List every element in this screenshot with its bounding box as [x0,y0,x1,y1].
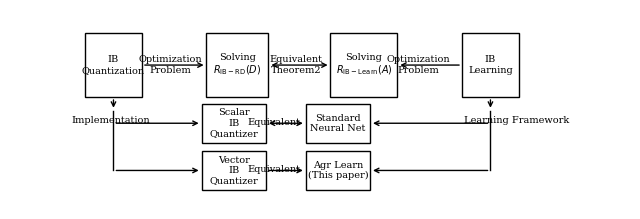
Bar [202,104,266,143]
Bar [207,33,269,97]
Bar [462,33,519,97]
Text: Equivalent: Equivalent [247,118,300,127]
Text: IB
Quantization: IB Quantization [82,55,145,75]
Bar [306,104,370,143]
Text: Agr Learn
(This paper): Agr Learn (This paper) [308,161,368,180]
Text: IB
Learning: IB Learning [468,55,513,75]
Bar [306,151,370,190]
Text: Optimization
Problem: Optimization Problem [387,55,451,75]
Text: Vector
IB
Quantizer: Vector IB Quantizer [209,155,258,185]
Text: Implementation: Implementation [72,116,150,125]
Bar [202,151,266,190]
Text: Equivalent: Equivalent [247,165,300,175]
Text: Standard
Neural Net: Standard Neural Net [310,113,365,133]
Text: Solving
$R_{\rm IB-RD}(D)$: Solving $R_{\rm IB-RD}(D)$ [213,53,262,77]
Bar [330,33,397,97]
Text: Solving
$R_{\rm IB-Learn}(A)$: Solving $R_{\rm IB-Learn}(A)$ [335,53,392,77]
Text: Learning Framework: Learning Framework [464,116,569,125]
Text: Scalar
IB
Quantizer: Scalar IB Quantizer [209,108,258,138]
Text: Optimization
Problem: Optimization Problem [139,55,203,75]
Text: Equivalent
Theorem2: Equivalent Theorem2 [269,55,323,75]
Bar [85,33,142,97]
